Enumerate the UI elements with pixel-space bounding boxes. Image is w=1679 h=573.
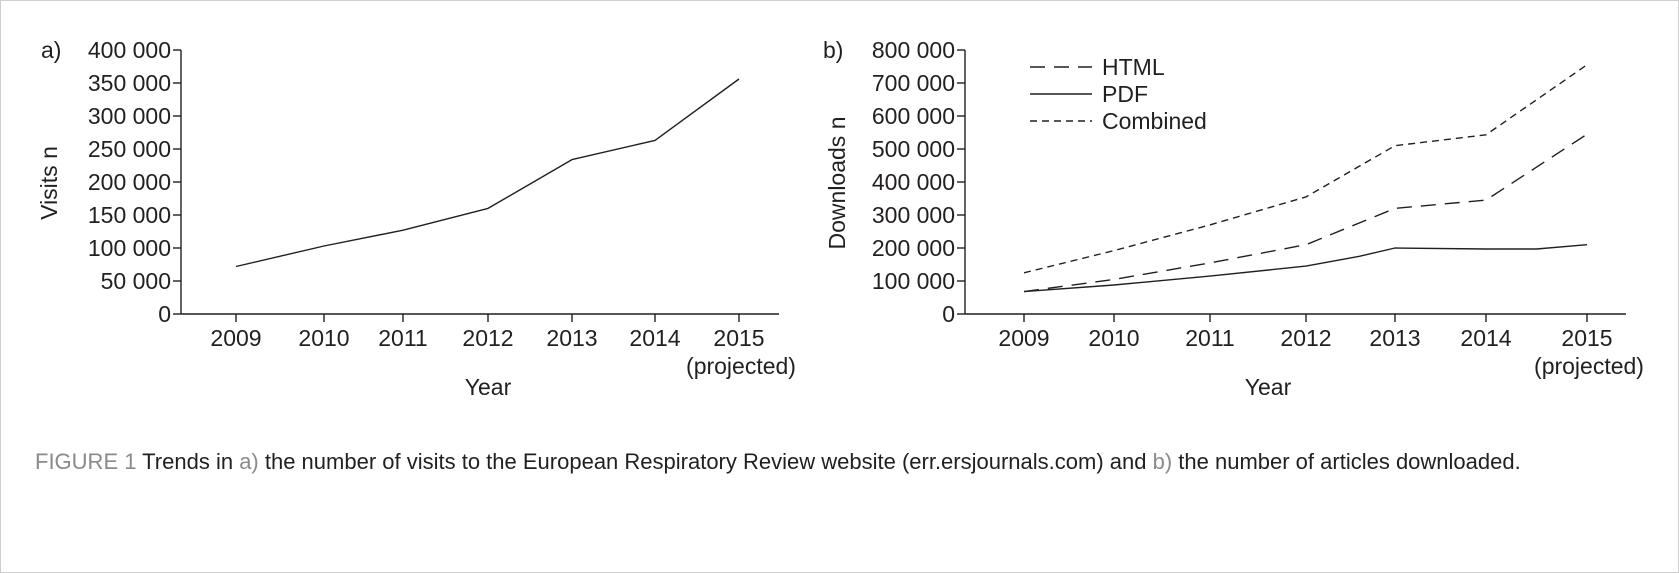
y-tick-label: 250 000: [88, 136, 171, 162]
x-tick-label: 2009: [210, 325, 261, 351]
series-line-combined: [1023, 64, 1588, 274]
x-tick-label: 2011: [1185, 325, 1234, 351]
figure-caption: FIGURE 1 Trends in a) the number of visi…: [35, 447, 1653, 476]
y-tick-label: 500 000: [872, 136, 955, 162]
y-tick-label: 300 000: [88, 103, 171, 129]
legend-label-combined: Combined: [1102, 108, 1207, 134]
y-tick-label: 200 000: [88, 169, 171, 195]
y-axis-title: Downloads n: [824, 117, 850, 250]
caption-text-3: the number of articles downloaded.: [1172, 449, 1521, 474]
y-tick-label: 700 000: [872, 70, 955, 96]
caption-figure-label: FIGURE 1: [35, 449, 137, 474]
x-tick-label: 2013: [1369, 325, 1420, 351]
y-tick-label: 800 000: [872, 37, 955, 63]
x-tick-label: 2010: [298, 325, 349, 351]
y-tick-label: 600 000: [872, 103, 955, 129]
y-tick-label: 0: [942, 301, 955, 327]
x-tick-label: 2012: [1280, 325, 1331, 351]
y-tick-label: 150 000: [88, 202, 171, 228]
y-tick-label: 400 000: [88, 37, 171, 63]
x-tick-note: (projected): [686, 353, 796, 379]
x-axis-title: Year: [1245, 374, 1292, 400]
x-tick-label: 2009: [998, 325, 1049, 351]
y-tick-label: 100 000: [88, 235, 171, 261]
y-axis-title: Visits n: [36, 146, 62, 220]
x-tick-label: 2012: [462, 325, 513, 351]
x-tick-label: 2010: [1088, 325, 1139, 351]
x-tick-label: 2013: [546, 325, 597, 351]
caption-text-1: Trends in: [136, 449, 240, 474]
y-tick-label: 400 000: [872, 169, 955, 195]
series-line: [235, 78, 740, 268]
x-tick-note: (projected): [1534, 353, 1644, 379]
y-tick-label: 350 000: [88, 70, 171, 96]
figure-charts: a) 0 50 000 100 000 150 000 200 000 250 000 300…: [36, 37, 1644, 400]
series-line-html: [1023, 133, 1588, 293]
y-tick-label: 50 000: [101, 268, 171, 294]
x-axis-title: Year: [465, 374, 512, 400]
x-tick-label: 2015: [713, 325, 764, 351]
y-tick-label: 200 000: [872, 235, 955, 261]
legend-label-pdf: PDF: [1102, 81, 1148, 107]
x-tick-label: 2014: [1460, 325, 1511, 351]
caption-b-label: b): [1152, 449, 1173, 474]
caption-text-2: the number of visits to the European Res…: [258, 449, 1153, 474]
y-tick-label: 300 000: [872, 202, 955, 228]
y-tick-label: 100 000: [872, 268, 955, 294]
panel-label: a): [41, 37, 61, 63]
caption-a-label: a): [239, 449, 259, 474]
panel-label: b): [823, 37, 843, 63]
x-tick-label: 2011: [378, 325, 427, 351]
x-tick-label: 2014: [629, 325, 680, 351]
x-tick-label: 2015: [1561, 325, 1612, 351]
y-tick-label: 0: [158, 301, 171, 327]
series-line-pdf: [1023, 244, 1588, 293]
legend-label-html: HTML: [1102, 54, 1165, 80]
